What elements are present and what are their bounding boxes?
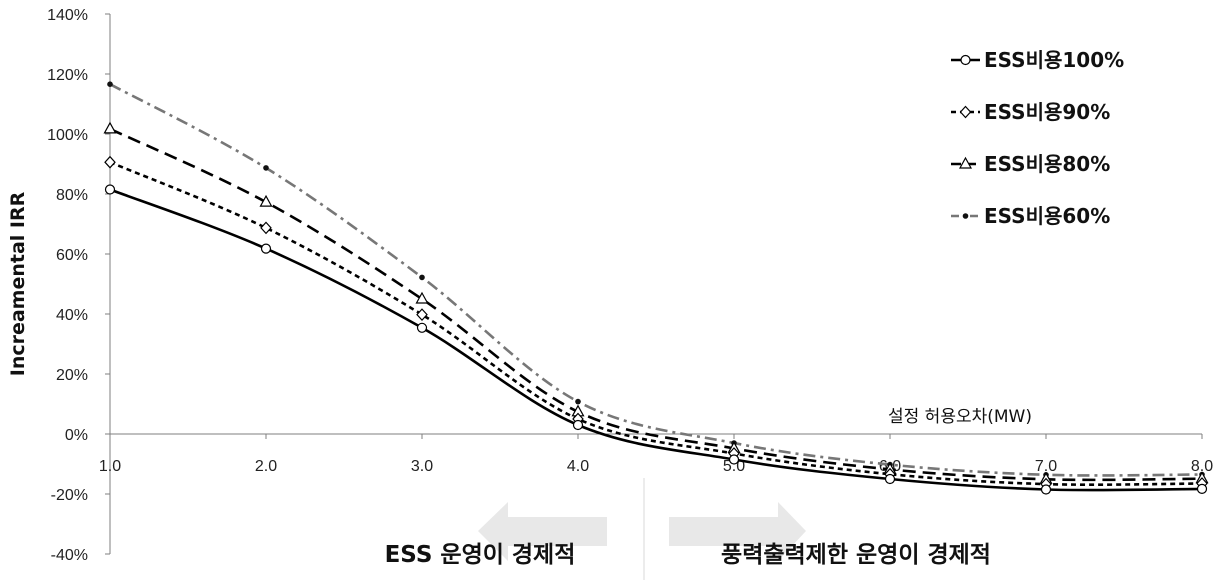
series-line-1: [109, 188, 1203, 492]
x-tick-label: 8.0: [1191, 458, 1213, 475]
legend-label: ESS비용80%: [984, 152, 1110, 176]
y-tick-label: 100%: [47, 127, 88, 144]
x-axis-title: 설정 허용오차(MW): [888, 407, 1032, 427]
legend-label: ESS비용60%: [984, 204, 1110, 228]
x-tick-label: 5.0: [723, 458, 745, 475]
y-tick-label: 40%: [56, 307, 88, 324]
legend-swatch-marker: [958, 156, 973, 169]
y-tick-label: 80%: [56, 187, 88, 204]
series-1-point: [572, 419, 584, 431]
y-tick-label: -40%: [51, 547, 88, 564]
series-1-point: [728, 454, 740, 465]
y-tick-label: 140%: [47, 7, 88, 24]
y-axis: -40% -20% 0% 20% 40% 60% 80% 100% 120% 140%: [47, 7, 111, 564]
series-lines: [103, 81, 1209, 495]
series-1-point: [1040, 484, 1052, 495]
y-tick-label: 20%: [56, 367, 88, 384]
series-2-point: [416, 308, 428, 321]
series-2-point: [104, 155, 116, 169]
legend-label: ESS비용100%: [984, 48, 1124, 72]
series-1-point: [884, 473, 896, 485]
right-arrow-shape: [669, 502, 806, 561]
legend-swatch-marker: [960, 54, 971, 66]
series-1-point: [1196, 483, 1208, 494]
series-3-point: [103, 121, 117, 134]
left-arrow-shape: [478, 502, 607, 561]
right-region-label: 풍력출력제한 운영이 경제적: [721, 542, 991, 568]
series-2-point: [260, 221, 272, 235]
legend-swatch-marker: [959, 105, 972, 119]
series-1-point: [416, 322, 428, 333]
y-tick-label: 120%: [47, 67, 88, 84]
x-tick-label: 1.0: [99, 458, 121, 475]
y-tick-label: 0%: [65, 427, 88, 444]
series-4-point: [107, 81, 113, 87]
x-tick-label: 4.0: [567, 458, 589, 475]
series-line-2: [109, 161, 1203, 486]
legend: ESS비용100% ESS비용90% ESS비용80% ESS비용60%: [951, 48, 1124, 228]
series-4-point: [575, 398, 581, 405]
series-3-point: [259, 194, 273, 207]
series-line-4: [109, 83, 1203, 477]
left-region-label: ESS 운영이 경제적: [385, 542, 576, 568]
x-tick-label: 3.0: [411, 458, 433, 475]
series-3-point: [415, 291, 429, 304]
legend-label: ESS비용90%: [984, 100, 1110, 124]
legend-swatch-marker: [962, 213, 969, 219]
x-axis: 1.02.03.04.05.06.07.08.0: [99, 433, 1213, 475]
series-1-point: [260, 243, 272, 254]
series-4-point: [419, 274, 425, 281]
x-tick-label: 7.0: [1035, 458, 1057, 475]
series-4-point: [263, 165, 269, 171]
y-tick-label: 60%: [56, 247, 88, 264]
series-1-point: [104, 184, 116, 195]
y-tick-label: -20%: [51, 487, 88, 504]
x-tick-label: 2.0: [255, 458, 277, 475]
series-line-3: [109, 127, 1203, 482]
y-axis-title: Increamental IRR: [7, 191, 29, 376]
region-annotations: ESS 운영이 경제적 풍력출력제한 운영이 경제적: [385, 478, 991, 580]
